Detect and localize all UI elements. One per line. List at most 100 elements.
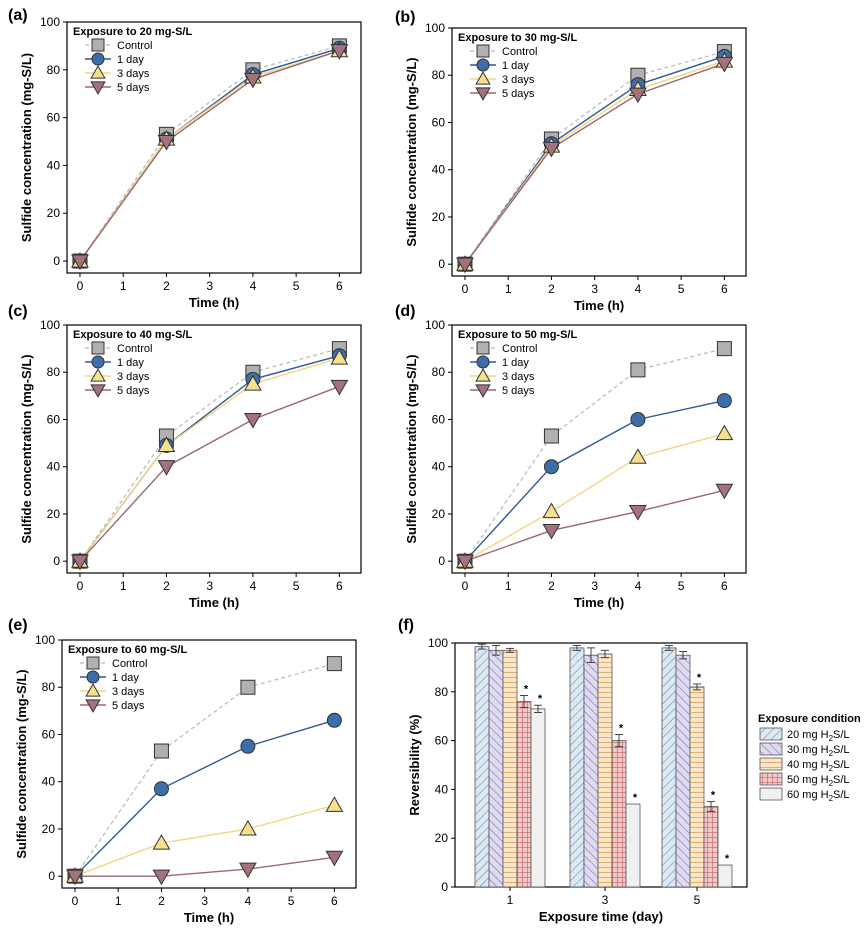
y-tick-label: 40: [42, 775, 56, 789]
y-tick-label: 100: [428, 636, 448, 650]
series-line-3-days: [79, 50, 340, 262]
legend-marker: [475, 368, 491, 382]
legend-entry: 60 mg H2S/L: [787, 789, 850, 803]
legend-swatch: [759, 727, 783, 741]
legend-entry: Control: [117, 343, 152, 355]
series-line-5-days: [79, 50, 340, 262]
legend-marker: [476, 341, 490, 355]
y-tick-label: 20: [435, 831, 449, 845]
y-axis-label: Sulfide concentration (mg-S/L): [404, 354, 419, 543]
legend-entry: Control: [502, 46, 537, 58]
data-point-5-days: [542, 141, 561, 158]
legend-title: Exposure to 20 mg-S/L: [73, 26, 192, 38]
y-axis-label: Sulfide concentration (mg-S/L): [19, 354, 34, 543]
legend-entry: Control: [112, 658, 147, 670]
y-axis-label: Reversibility (%): [407, 714, 422, 815]
x-tick-label: 3: [602, 893, 609, 907]
series-line-1-day: [74, 719, 335, 877]
y-tick-label: 80: [435, 685, 449, 699]
series-line-5-days: [79, 385, 340, 562]
data-point-3-days: [152, 834, 171, 850]
data-point-5-days: [71, 554, 89, 571]
bar-40-mg-h2s/l: [689, 686, 705, 888]
y-tick-label: 80: [432, 68, 446, 82]
data-point-5-days: [542, 523, 561, 540]
chart-panel-bars: 0 20 40 60 80 100 1 * * 3 * * 5 * * * Exposure time (day…: [398, 617, 861, 924]
x-tick-label: 1: [505, 282, 512, 296]
legend-marker: [91, 38, 105, 52]
data-point-5-days: [157, 460, 176, 476]
x-tick-label: 0: [462, 579, 469, 593]
legend-entry-main: 60 mg H: [787, 789, 829, 801]
bar-50-mg-h2s/l: [703, 806, 719, 888]
x-tick-label: 5: [694, 893, 701, 907]
x-tick-label: 1: [120, 579, 127, 593]
series-line-3-days: [464, 60, 725, 265]
data-point-5-days: [456, 257, 474, 274]
bar-30-mg-h2s/l: [583, 654, 599, 888]
legend-marker: [476, 58, 490, 72]
x-tick-label: 0: [462, 282, 469, 296]
data-point-control: [543, 428, 559, 444]
y-tick-label: 0: [53, 554, 60, 568]
significance-marker: *: [619, 723, 624, 735]
legend-entry-subscript: 2: [829, 794, 834, 803]
legend-title: Exposure to 30 mg-S/L: [458, 32, 577, 44]
legend-entry: 3 days: [117, 68, 150, 80]
x-tick-label: 3: [591, 282, 598, 296]
y-tick-label: 0: [48, 869, 55, 883]
data-point-5-days: [152, 869, 171, 886]
y-tick-label: 60: [432, 115, 446, 129]
legend-entry: 5 days: [117, 82, 150, 94]
legend-entry: Control: [117, 40, 152, 52]
data-point-5-days: [71, 254, 89, 271]
data-point-5-days: [325, 850, 344, 867]
y-tick-label: 40: [435, 782, 449, 796]
legend-entry: 3 days: [117, 371, 150, 383]
legend-title: Exposure condition: [758, 713, 861, 725]
x-tick-label: 1: [505, 579, 512, 593]
data-point-1-day: [630, 411, 646, 427]
data-point-3-days: [244, 374, 262, 391]
x-axis-label: Time (h): [184, 910, 234, 925]
plot-frame: [451, 27, 747, 277]
significance-marker: *: [633, 792, 638, 804]
legend-title: Exposure to 50 mg-S/L: [458, 329, 577, 341]
y-tick-label: 20: [47, 206, 61, 220]
y-tick-label: 40: [47, 460, 61, 474]
panel-label: (a): [8, 7, 28, 24]
y-tick-label: 20: [42, 822, 56, 836]
legend-marker: [90, 384, 106, 398]
y-tick-label: 100: [40, 318, 60, 332]
data-point-1-day: [543, 459, 559, 475]
legend-entry: 5 days: [112, 700, 145, 712]
bar-20-mg-h2s/l: [661, 647, 677, 888]
legend-entry-tail: S/L: [833, 774, 850, 786]
data-point-3-days: [157, 436, 176, 452]
y-tick-label: 80: [42, 680, 56, 694]
series-line-3-days: [74, 804, 335, 877]
y-tick-label: 60: [42, 727, 56, 741]
y-tick-label: 80: [432, 365, 446, 379]
legend-entry-main: 40 mg H: [787, 759, 829, 771]
x-tick-label: 3: [201, 894, 208, 908]
legend-entry: 3 days: [502, 74, 535, 86]
significance-marker: *: [538, 693, 543, 705]
x-axis-label: Time (h): [189, 295, 239, 310]
legend-entry: 1 day: [117, 357, 144, 369]
legend-entry-main: 30 mg H: [787, 744, 829, 756]
data-point-5-days: [244, 72, 262, 89]
data-point-1-day: [240, 738, 256, 754]
data-point-control: [326, 656, 342, 672]
data-point-control: [630, 362, 646, 378]
x-tick-label: 6: [721, 282, 728, 296]
y-tick-label: 60: [435, 734, 449, 748]
data-point-3-days: [325, 796, 344, 812]
x-tick-label: 6: [331, 894, 338, 908]
y-tick-label: 100: [425, 318, 445, 332]
y-tick-label: 0: [438, 554, 445, 568]
data-point-3-days: [629, 448, 647, 464]
